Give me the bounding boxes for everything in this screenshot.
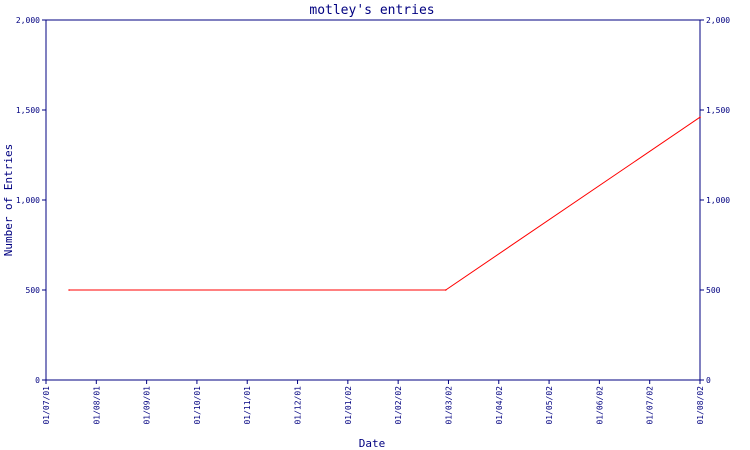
y-tick-label-left: 1,500 bbox=[16, 106, 40, 115]
x-tick-label: 01/08/01 bbox=[92, 386, 101, 425]
chart-title: motley's entries bbox=[309, 3, 434, 18]
x-tick-label: 01/03/02 bbox=[444, 386, 453, 425]
x-tick-label: 01/02/02 bbox=[394, 386, 403, 425]
x-tick-label: 01/06/02 bbox=[595, 386, 604, 425]
y-tick-label-right: 2,000 bbox=[706, 16, 730, 25]
x-tick-label: 01/08/02 bbox=[696, 386, 705, 425]
y-tick-label-right: 0 bbox=[706, 376, 711, 385]
x-tick-label: 01/09/01 bbox=[143, 386, 152, 425]
x-tick-label: 01/11/01 bbox=[243, 386, 252, 425]
x-tick-label: 01/07/01 bbox=[42, 386, 51, 425]
data-point bbox=[444, 289, 447, 291]
x-tick-label: 01/04/02 bbox=[495, 386, 504, 425]
y-tick-label-left: 1,000 bbox=[16, 196, 40, 205]
x-tick-label: 01/05/02 bbox=[545, 386, 554, 425]
x-tick-label: 01/01/02 bbox=[344, 386, 353, 425]
y-tick-label-left: 2,000 bbox=[16, 16, 40, 25]
y-axis-label: Number of Entries bbox=[2, 144, 15, 257]
x-axis-label: Date bbox=[359, 437, 386, 450]
x-tick-label: 01/12/01 bbox=[294, 386, 303, 425]
data-point bbox=[68, 289, 70, 291]
y-tick-label-right: 1,000 bbox=[706, 196, 730, 205]
x-tick-label: 01/10/01 bbox=[193, 386, 202, 425]
y-tick-label-left: 0 bbox=[35, 376, 40, 385]
y-tick-label-left: 500 bbox=[26, 286, 41, 295]
y-tick-label-right: 1,500 bbox=[706, 106, 730, 115]
x-tick-label: 01/07/02 bbox=[646, 386, 655, 425]
y-tick-label-right: 500 bbox=[706, 286, 721, 295]
plot-area: 0 0 500 500 1,000 1,000 1,500 1,500 2,000 2,000 01… bbox=[16, 16, 730, 425]
data-point bbox=[699, 116, 701, 118]
